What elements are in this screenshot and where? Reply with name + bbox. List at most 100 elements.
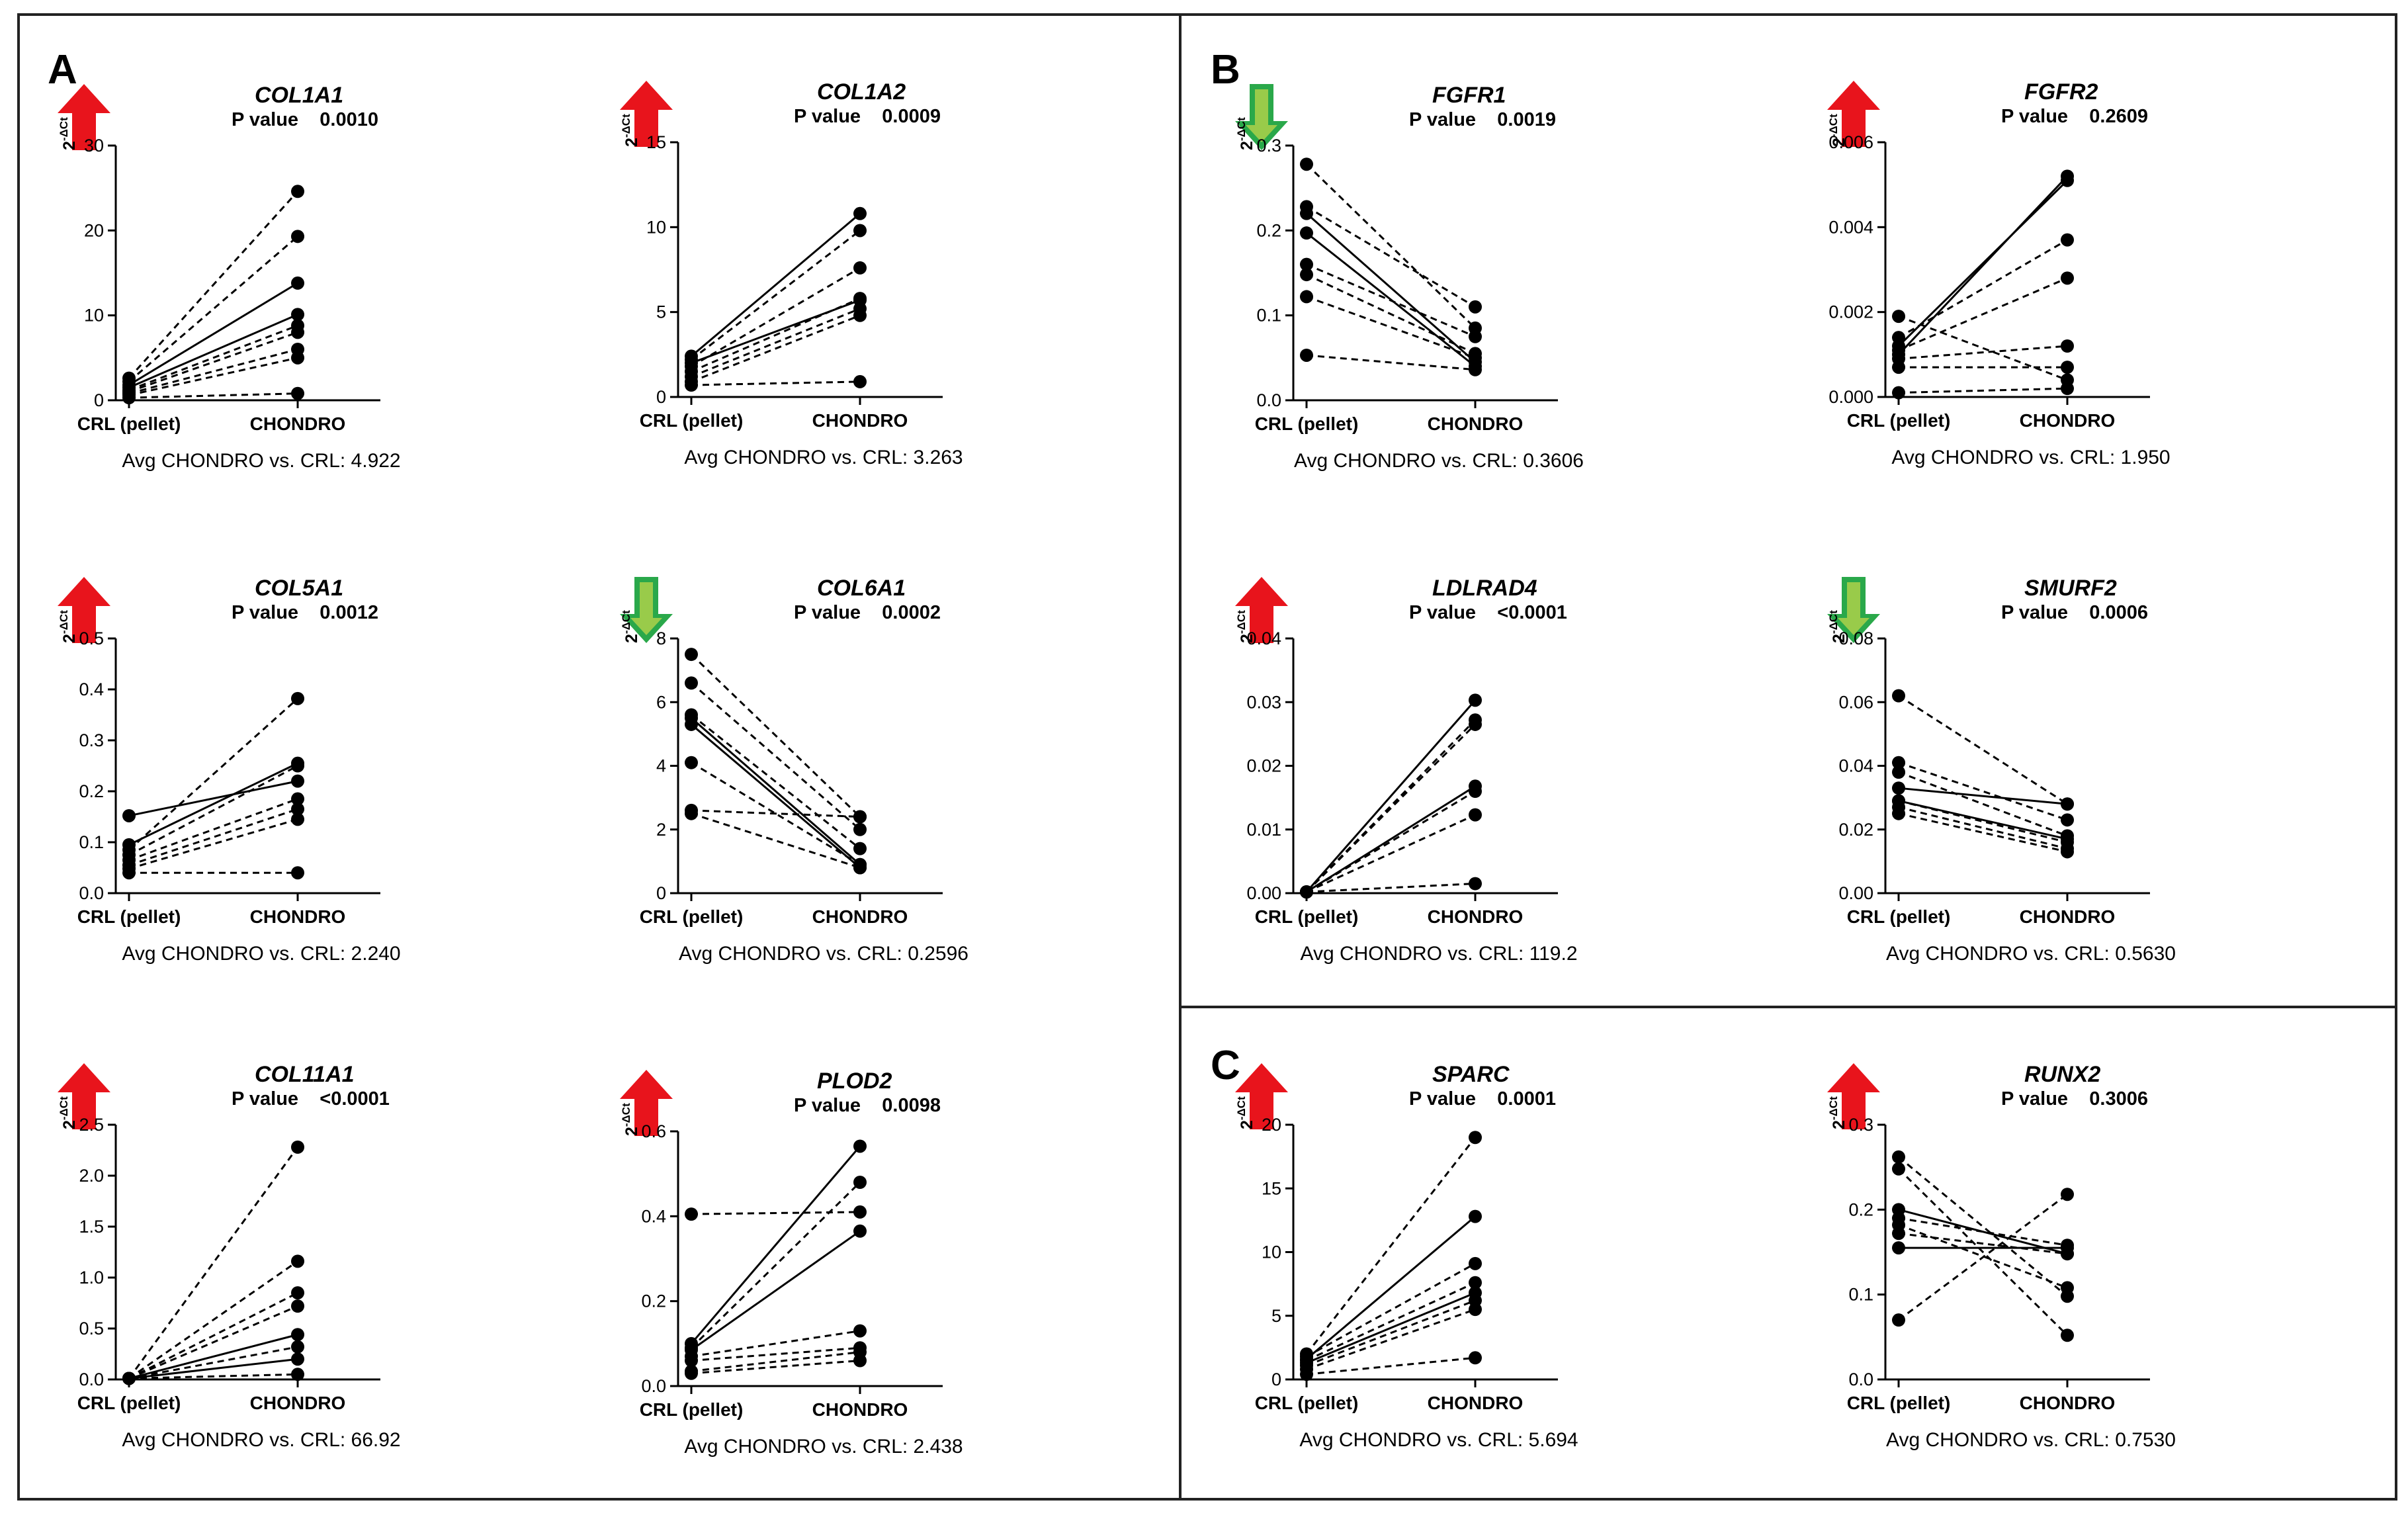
- x-category-label: CHONDRO: [250, 414, 346, 434]
- series-line: [690, 1181, 861, 1349]
- series-line: [1898, 1194, 2068, 1321]
- series-line: [1306, 212, 1476, 363]
- series-line: [1898, 315, 2068, 381]
- data-point: [1469, 300, 1482, 314]
- data-point: [685, 648, 698, 662]
- data-point: [291, 386, 304, 400]
- y-tick-label: 15: [646, 132, 666, 152]
- y-tick-label: 0.1: [1256, 306, 1281, 326]
- data-point: [685, 717, 698, 731]
- series-line: [128, 697, 299, 851]
- data-point: [1300, 290, 1313, 304]
- series-line: [128, 1373, 298, 1379]
- data-point: [291, 308, 304, 322]
- p-value: P value 0.0098: [794, 1095, 941, 1116]
- plot-area: 0 5 10 15 20 CRL (pellet) CHONDRO: [1255, 1115, 1558, 1413]
- p-value: P value 0.0012: [232, 602, 378, 623]
- y-axis-label: 2-ΔCt: [1235, 1096, 1256, 1129]
- plot-area: 0.00 0.02 0.04 0.06 0.08 CRL (pellet) CHONDRO: [1838, 629, 2150, 927]
- data-point: [853, 822, 867, 836]
- x-category-label: CRL (pellet): [1847, 906, 1951, 927]
- chart-fgfr1: FGFR1 P value 0.0019 Avg CHONDRO vs. CRL: …: [1234, 83, 1816, 539]
- data-point: [1892, 756, 1905, 769]
- chart-runx2: RUNX2 P value 0.3006 Avg CHONDRO vs. CRL: …: [1826, 1062, 2408, 1518]
- x-category-label: CHONDRO: [2020, 906, 2116, 927]
- x-category-label: CHONDRO: [812, 906, 908, 927]
- y-tick-label: 1.5: [79, 1217, 104, 1237]
- data-point: [1469, 329, 1482, 343]
- data-point: [1300, 885, 1313, 899]
- data-point: [291, 1140, 304, 1154]
- chart-col5a1: COL5A1 P value 0.0012 Avg CHONDRO vs. CRL:…: [56, 576, 638, 1032]
- x-category-label: CRL (pellet): [77, 1393, 181, 1413]
- series-line: [691, 212, 861, 357]
- series-line: [1305, 1137, 1477, 1355]
- p-value: P value 0.3006: [2001, 1088, 2148, 1110]
- data-point: [1892, 1227, 1905, 1241]
- p-value: P value 0.2609: [2001, 106, 2148, 127]
- avg-ratio: Avg CHONDRO vs. CRL: 2.240: [122, 943, 401, 965]
- series-line: [1898, 1208, 2068, 1255]
- data-point: [291, 691, 304, 705]
- data-point: [1469, 693, 1482, 707]
- series-line: [1306, 883, 1476, 893]
- chart-col11a1: COL11A1 P value <0.0001 Avg CHONDRO vs. CR…: [56, 1062, 638, 1518]
- gene-title: RUNX2: [2024, 1062, 2101, 1087]
- y-axis-label: 2-ΔCt: [58, 117, 79, 150]
- data-point: [2061, 169, 2074, 183]
- up-arrow-icon: [1235, 577, 1288, 643]
- series-line: [128, 282, 298, 386]
- data-point: [685, 1354, 698, 1368]
- data-point: [291, 1340, 304, 1354]
- data-point: [291, 351, 304, 365]
- chart-fgfr2: FGFR2 P value 0.2609 Avg CHONDRO vs. CRL: …: [1826, 79, 2408, 536]
- y-axis-label: 2-ΔCt: [1827, 1096, 1848, 1129]
- y-axis-label: 2-ΔCt: [1235, 610, 1256, 643]
- y-tick-label: 0.06: [1838, 692, 1873, 712]
- up-arrow-icon: [1827, 81, 1880, 147]
- plot-area: 0.0 0.1 0.2 0.3 CRL (pellet) CHONDRO: [1255, 136, 1558, 434]
- series-line: [1898, 787, 2068, 805]
- down-arrow-icon: [620, 577, 673, 643]
- series-line: [691, 812, 861, 869]
- y-tick-label: 0.01: [1246, 820, 1281, 840]
- x-category-label: CRL (pellet): [1255, 906, 1359, 927]
- y-tick-label: 0.2: [1848, 1199, 1873, 1219]
- data-point: [853, 261, 867, 275]
- y-tick-label: 5: [1271, 1306, 1281, 1326]
- series-line: [1306, 1282, 1476, 1362]
- y-tick-label: 15: [1262, 1178, 1281, 1198]
- series-line: [1305, 723, 1477, 893]
- data-point: [291, 866, 304, 880]
- y-tick-label: 0.00: [1246, 883, 1281, 903]
- y-tick-label: 10: [1262, 1242, 1281, 1262]
- series-line: [128, 1346, 298, 1379]
- y-tick-label: 0.006: [1828, 132, 1873, 152]
- data-point: [291, 812, 304, 826]
- y-tick-label: 0.4: [641, 1206, 666, 1226]
- data-point: [1469, 1131, 1482, 1145]
- series-line: [1898, 799, 2068, 844]
- series-line: [1306, 1308, 1476, 1371]
- gene-title: COL6A1: [817, 576, 906, 601]
- down-arrow-icon: [1235, 84, 1288, 150]
- series-line: [1897, 179, 2069, 347]
- data-point: [853, 1354, 867, 1368]
- up-arrow-icon: [58, 1063, 110, 1129]
- data-point: [685, 676, 698, 690]
- data-point: [1892, 1150, 1905, 1164]
- up-arrow-icon: [58, 577, 110, 643]
- y-tick-label: 0.2: [641, 1291, 666, 1311]
- avg-ratio: Avg CHONDRO vs. CRL: 3.263: [684, 447, 963, 468]
- series-line: [1898, 345, 2068, 360]
- series-line: [1306, 790, 1476, 893]
- y-tick-label: 0.6: [641, 1121, 666, 1141]
- y-tick-label: 0.1: [1848, 1285, 1873, 1305]
- data-point: [1469, 1209, 1482, 1223]
- y-tick-label: 6: [656, 692, 666, 712]
- data-point: [2061, 813, 2074, 827]
- y-axis-label: 2-ΔCt: [620, 610, 641, 643]
- y-axis-label: 2-ΔCt: [1827, 114, 1848, 147]
- data-point: [291, 276, 304, 290]
- series-line: [1306, 1262, 1476, 1358]
